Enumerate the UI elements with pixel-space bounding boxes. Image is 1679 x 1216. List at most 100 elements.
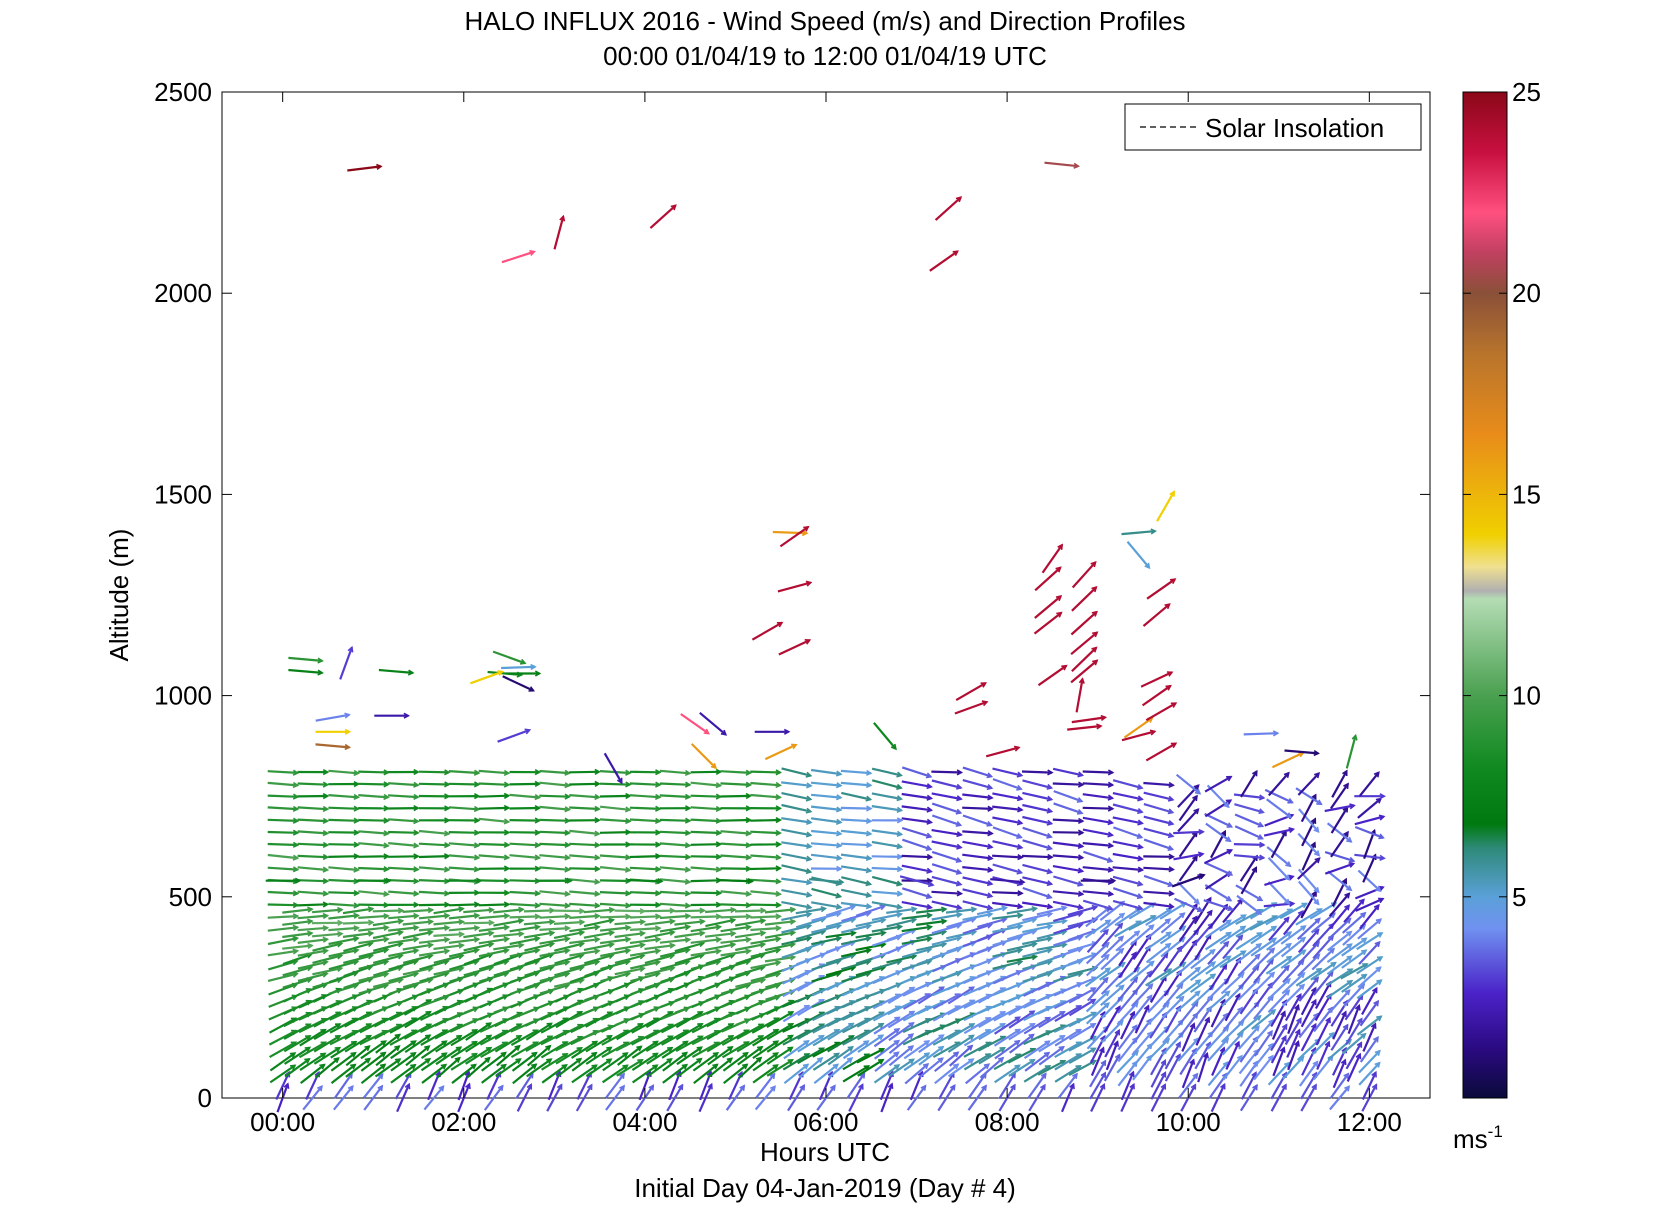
wind-arrow-shaft (569, 960, 600, 970)
wind-arrow-shaft (781, 936, 812, 946)
wind-arrow (599, 936, 632, 945)
wind-arrow-shaft (826, 1011, 855, 1028)
wind-arrow-head (347, 1085, 354, 1092)
wind-arrow-head (377, 1084, 384, 1092)
wind-arrow (750, 901, 782, 909)
wind-arrow-shaft (465, 1046, 492, 1065)
wind-arrow-head (878, 1022, 885, 1029)
wind-arrow (857, 1034, 885, 1053)
wind-arrow (494, 1034, 523, 1053)
wind-arrow-shaft (871, 840, 902, 849)
wind-arrow (267, 924, 300, 932)
wind-arrow-shaft (601, 1064, 629, 1084)
wind-arrow-head (655, 901, 662, 909)
wind-arrow-head (699, 930, 706, 937)
wind-arrow-shaft (810, 805, 842, 811)
wind-arrow (931, 829, 963, 838)
wind-arrow-shaft (887, 1010, 915, 1029)
wind-arrow-head (624, 806, 632, 813)
wind-arrow (901, 780, 933, 790)
wind-arrow-shaft (539, 890, 570, 896)
wind-arrow (810, 805, 843, 813)
wind-arrow (720, 924, 752, 933)
wind-arrow-head (893, 1064, 901, 1070)
wind-arrow (509, 865, 542, 872)
wind-arrow-head (955, 880, 963, 887)
wind-arrow-head (578, 929, 586, 937)
wind-arrow-head (515, 1034, 523, 1041)
wind-arrow (674, 907, 706, 914)
wind-arrow-shaft (857, 1022, 884, 1041)
wind-arrow-head (427, 918, 435, 925)
wind-arrow (720, 948, 752, 957)
wind-arrow-head (655, 913, 662, 920)
wind-arrow-head (805, 831, 813, 838)
wind-arrow-shaft (448, 914, 479, 920)
wind-arrow-head (756, 1045, 764, 1052)
wind-arrow-shaft (448, 926, 479, 932)
wind-arrow-head (534, 935, 541, 943)
wind-arrow-shaft (390, 1040, 417, 1060)
wind-arrow (931, 900, 963, 911)
y-axis-label: Altitude (m) (104, 529, 134, 662)
wind-arrow-shaft (569, 938, 600, 945)
wind-arrow-head (594, 902, 601, 909)
wind-arrow-shaft (511, 1051, 538, 1072)
wind-arrow-head (534, 890, 542, 897)
wind-arrow-shaft (583, 918, 614, 928)
wind-arrow-shaft (360, 1051, 386, 1072)
wind-arrow-shaft (601, 1029, 629, 1046)
wind-arrow (463, 919, 495, 926)
wind-arrow-shaft (553, 931, 584, 939)
wind-arrow-shaft (388, 949, 419, 958)
wind-arrow (358, 781, 390, 788)
wind-arrow-head (561, 1063, 568, 1070)
wind-arrow (388, 912, 420, 920)
wind-arrow-head (896, 924, 904, 931)
wind-arrow-shaft (938, 1072, 955, 1100)
wind-arrow-head (594, 936, 601, 943)
wind-arrow-shaft (463, 921, 494, 925)
wind-arrow (781, 852, 813, 862)
wind-arrow-shaft (720, 794, 751, 798)
wind-arrow (418, 924, 451, 932)
wind-arrow-shaft (781, 803, 812, 813)
wind-arrow-shaft (302, 1085, 323, 1111)
wind-arrow-head (896, 866, 904, 873)
wind-arrow-head (383, 817, 390, 824)
wind-arrow (616, 1058, 644, 1077)
wind-arrow (781, 864, 813, 875)
wind-arrow (358, 817, 390, 824)
wind-arrow-shaft (931, 890, 962, 895)
wind-arrow (363, 1072, 384, 1099)
wind-arrow-head (775, 960, 782, 967)
wind-arrow-shaft (358, 866, 389, 871)
wind-arrow-head (775, 901, 782, 909)
wind-arrow-shaft (599, 926, 631, 932)
wind-arrow-shaft (343, 954, 373, 964)
wind-arrow-head (484, 1056, 491, 1063)
wind-arrow-head (681, 1063, 689, 1070)
wind-arrow (463, 941, 495, 952)
wind-arrow-shaft (781, 889, 812, 897)
wind-arrow (662, 1051, 689, 1072)
wind-arrow-head (503, 865, 511, 872)
wind-arrow-head (799, 1084, 806, 1091)
wind-arrow-shaft (967, 1085, 987, 1111)
wind-arrow-shaft (433, 920, 464, 926)
wind-arrow-shaft (750, 961, 781, 970)
wind-arrow-shaft (901, 959, 932, 971)
wind-arrow-shaft (915, 908, 947, 914)
wind-arrow (906, 1084, 927, 1111)
wind-arrow (569, 878, 601, 885)
wind-arrow-head (353, 841, 360, 848)
wind-arrow (300, 1063, 326, 1084)
wind-arrow-shaft (493, 919, 524, 927)
wind-arrow-shaft (312, 908, 343, 914)
wind-arrow-head (383, 924, 390, 931)
wind-arrow-shaft (328, 891, 359, 895)
wind-arrow (481, 1051, 507, 1072)
wind-arrow (509, 902, 542, 909)
wind-arrow-shaft (333, 1072, 353, 1099)
wind-arrow-shaft (781, 767, 811, 777)
